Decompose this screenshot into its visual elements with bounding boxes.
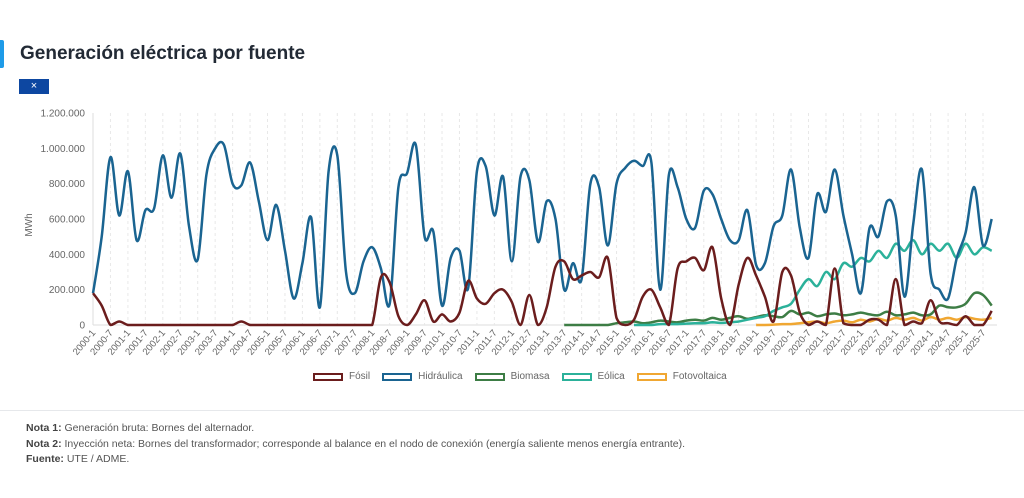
page-title: Generación eléctrica por fuente bbox=[20, 43, 306, 64]
legend-item-eolica[interactable]: Eólica bbox=[561, 371, 625, 382]
legend-label: Biomasa bbox=[510, 371, 550, 382]
legend-swatch bbox=[561, 372, 592, 381]
y-axis: 0 200.000 400.000 600.000 800.000 1.000.000 1.… bbox=[41, 109, 86, 332]
source-label: Fuente: bbox=[26, 453, 64, 465]
note-1: Nota 1: Generación bruta: Bornes del alt… bbox=[26, 421, 685, 437]
note-2-text: Inyección neta: Bornes del transformador… bbox=[61, 437, 686, 450]
series-line-biomasa bbox=[564, 291, 993, 327]
legend-item-hidraulica[interactable]: Hidráulica bbox=[382, 371, 463, 382]
note-1-label: Nota 1: bbox=[26, 422, 62, 434]
legend-label: Fotovoltaica bbox=[672, 371, 727, 382]
y-tick-label: 1.200.000 bbox=[41, 109, 86, 120]
notes: Nota 1: Generación bruta: Bornes del alt… bbox=[26, 421, 685, 468]
legend-swatch bbox=[313, 372, 343, 381]
series-line-hidraulica bbox=[91, 140, 993, 309]
divider bbox=[0, 410, 1024, 411]
y-tick-label: 400.000 bbox=[49, 250, 86, 261]
legend-swatch bbox=[474, 372, 505, 381]
y-tick-label: 600.000 bbox=[49, 215, 86, 226]
legend-label: Fósil bbox=[349, 371, 371, 382]
y-tick-label: 0 bbox=[79, 321, 85, 332]
legend-label: Eólica bbox=[597, 371, 625, 382]
source-text: UTE / ADME. bbox=[63, 453, 130, 465]
legend-swatch bbox=[382, 372, 413, 381]
y-tick-label: 800.000 bbox=[49, 179, 86, 190]
series-line-fosil bbox=[91, 245, 993, 327]
legend-label: Hidráulica bbox=[418, 371, 463, 382]
legend-item-fotovoltaica[interactable]: Fotovoltaica bbox=[636, 371, 727, 382]
legend-item-fosil[interactable]: Fósil bbox=[313, 371, 370, 382]
note-2-label: Nota 2: bbox=[26, 437, 62, 450]
series-line-eolica bbox=[633, 238, 993, 327]
x-axis: 2000-12000-72001-12001-72002-12002-72003… bbox=[71, 328, 988, 358]
chart-legend: Fósil Hidráulica Biomasa Eólica Fotovoltaica bbox=[313, 371, 739, 382]
legend-item-biomasa[interactable]: Biomasa bbox=[474, 371, 550, 382]
note-2: Nota 2: Inyección neta: Bornes del trans… bbox=[26, 437, 685, 453]
note-1-text: Generación bruta: Bornes del alternador. bbox=[61, 422, 255, 434]
y-tick-label: 1.000.000 bbox=[41, 144, 86, 155]
y-axis-label: MWh bbox=[24, 213, 35, 236]
legend-swatch bbox=[636, 372, 667, 381]
source: Fuente: UTE / ADME. bbox=[26, 452, 685, 468]
title-accent-bar bbox=[0, 40, 4, 68]
y-tick-label: 200.000 bbox=[49, 285, 86, 296]
series-lines bbox=[91, 140, 993, 327]
line-chart: 0 200.000 400.000 600.000 800.000 1.000.000 1.… bbox=[24, 109, 997, 358]
close-button[interactable]: × bbox=[19, 79, 49, 94]
